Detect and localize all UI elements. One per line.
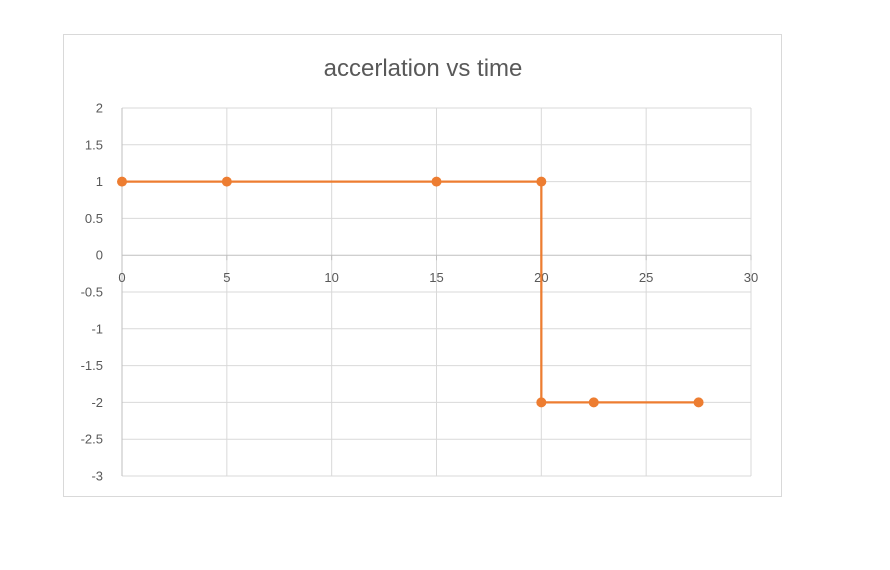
y-tick-label: -0.5 <box>81 285 103 300</box>
chart-title: accerlation vs time <box>324 55 523 82</box>
y-tick-label: 1 <box>96 174 103 189</box>
x-tick-labels: 0 5 10 15 20 25 30 <box>118 270 758 285</box>
y-tick-label: -2 <box>91 395 103 410</box>
y-tick-label: 2 <box>96 101 103 116</box>
y-tick-label: -2.5 <box>81 432 103 447</box>
x-tick-label: 5 <box>223 270 230 285</box>
data-point <box>536 397 547 408</box>
x-tick-label: 0 <box>118 270 125 285</box>
data-point <box>221 176 232 187</box>
data-series <box>117 176 704 408</box>
y-tick-label: 0.5 <box>85 211 103 226</box>
y-tick-label: 0 <box>96 248 103 263</box>
x-tick-label: 30 <box>744 270 758 285</box>
data-point <box>431 176 442 187</box>
axes <box>121 108 752 476</box>
gridlines <box>122 107 752 477</box>
data-point <box>117 176 127 187</box>
x-tick-label: 25 <box>639 270 653 285</box>
y-tick-label: -3 <box>91 469 103 484</box>
y-tick-labels: 2 1.5 1 0.5 0 -0.5 -1 -1.5 -2 -2.5 -3 <box>81 101 103 484</box>
x-tick-label: 10 <box>324 270 338 285</box>
x-tick-label: 15 <box>429 270 443 285</box>
y-tick-label: -1.5 <box>81 358 103 373</box>
chart-area <box>63 34 782 497</box>
data-point <box>588 397 599 408</box>
y-tick-label: 1.5 <box>85 137 103 152</box>
data-point <box>536 176 547 187</box>
data-point <box>693 397 704 408</box>
y-tick-label: -1 <box>91 321 103 336</box>
